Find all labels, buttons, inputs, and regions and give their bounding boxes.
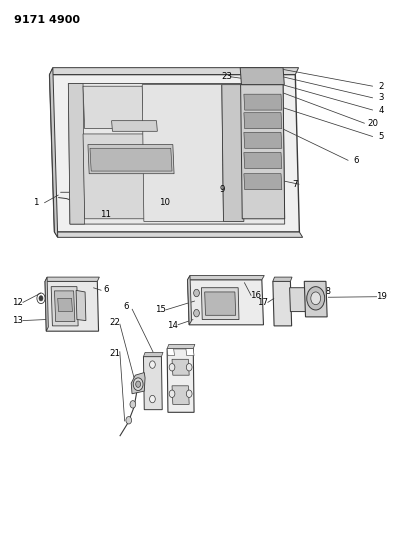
Text: 10: 10 bbox=[159, 198, 170, 207]
Polygon shape bbox=[273, 281, 292, 326]
Text: 11: 11 bbox=[100, 210, 111, 219]
Polygon shape bbox=[205, 292, 236, 316]
Polygon shape bbox=[45, 277, 99, 281]
Polygon shape bbox=[55, 291, 75, 321]
Polygon shape bbox=[50, 68, 298, 75]
Polygon shape bbox=[186, 349, 194, 356]
Polygon shape bbox=[143, 352, 163, 357]
Polygon shape bbox=[244, 174, 282, 190]
Polygon shape bbox=[131, 373, 145, 394]
Polygon shape bbox=[244, 152, 282, 168]
Text: 22: 22 bbox=[109, 318, 120, 327]
Polygon shape bbox=[187, 276, 192, 325]
Circle shape bbox=[150, 361, 155, 368]
Polygon shape bbox=[304, 281, 327, 317]
Text: 19: 19 bbox=[376, 292, 387, 301]
Circle shape bbox=[130, 401, 136, 408]
Polygon shape bbox=[112, 120, 157, 131]
Polygon shape bbox=[51, 287, 78, 326]
Circle shape bbox=[150, 395, 155, 403]
Circle shape bbox=[39, 296, 43, 301]
Text: 5: 5 bbox=[378, 132, 384, 141]
Polygon shape bbox=[143, 357, 162, 410]
Text: 3: 3 bbox=[378, 93, 384, 102]
Polygon shape bbox=[45, 281, 99, 331]
Polygon shape bbox=[50, 75, 299, 232]
Circle shape bbox=[133, 378, 143, 391]
Polygon shape bbox=[290, 288, 307, 312]
Text: 1: 1 bbox=[33, 198, 39, 207]
Polygon shape bbox=[68, 84, 285, 224]
Polygon shape bbox=[273, 277, 292, 281]
Polygon shape bbox=[187, 276, 264, 280]
Polygon shape bbox=[83, 134, 145, 219]
Polygon shape bbox=[240, 85, 285, 219]
Polygon shape bbox=[68, 84, 85, 224]
Text: 13: 13 bbox=[12, 316, 23, 325]
Text: 21: 21 bbox=[109, 350, 120, 359]
Polygon shape bbox=[50, 68, 58, 237]
Polygon shape bbox=[45, 277, 48, 331]
Polygon shape bbox=[240, 68, 284, 85]
Polygon shape bbox=[172, 386, 189, 405]
Text: 8: 8 bbox=[252, 178, 257, 187]
Circle shape bbox=[186, 390, 192, 398]
Text: 18: 18 bbox=[320, 287, 330, 296]
Text: 6: 6 bbox=[104, 285, 109, 294]
Text: 16: 16 bbox=[250, 291, 261, 300]
Polygon shape bbox=[244, 132, 282, 148]
Polygon shape bbox=[88, 144, 174, 174]
Text: 9: 9 bbox=[219, 185, 224, 194]
Circle shape bbox=[186, 364, 192, 371]
Text: 15: 15 bbox=[155, 305, 166, 314]
Circle shape bbox=[194, 310, 199, 317]
Circle shape bbox=[307, 287, 325, 310]
Circle shape bbox=[169, 364, 175, 371]
Polygon shape bbox=[83, 86, 144, 128]
Text: 23: 23 bbox=[222, 72, 233, 81]
Text: 6: 6 bbox=[354, 156, 359, 165]
Circle shape bbox=[169, 390, 175, 398]
Text: 14: 14 bbox=[167, 321, 178, 330]
Polygon shape bbox=[167, 349, 194, 413]
Circle shape bbox=[136, 381, 141, 387]
Polygon shape bbox=[201, 288, 239, 319]
Text: 20: 20 bbox=[367, 119, 379, 128]
Polygon shape bbox=[76, 290, 86, 320]
Text: 9171 4900: 9171 4900 bbox=[14, 15, 80, 25]
Polygon shape bbox=[142, 85, 224, 221]
Circle shape bbox=[194, 289, 199, 297]
Polygon shape bbox=[55, 232, 302, 237]
Text: 17: 17 bbox=[257, 298, 268, 307]
Polygon shape bbox=[90, 148, 172, 171]
Polygon shape bbox=[58, 298, 72, 312]
Text: 12: 12 bbox=[12, 298, 23, 307]
Polygon shape bbox=[172, 359, 189, 375]
Circle shape bbox=[126, 417, 132, 424]
Polygon shape bbox=[187, 280, 263, 325]
Text: 7: 7 bbox=[293, 180, 298, 189]
Text: 6: 6 bbox=[123, 302, 129, 311]
Circle shape bbox=[311, 292, 321, 305]
Polygon shape bbox=[167, 344, 195, 349]
Polygon shape bbox=[244, 113, 282, 128]
Text: 2: 2 bbox=[378, 82, 384, 91]
Polygon shape bbox=[222, 85, 244, 221]
Polygon shape bbox=[244, 94, 282, 110]
Polygon shape bbox=[167, 349, 175, 356]
Text: 4: 4 bbox=[378, 106, 384, 115]
